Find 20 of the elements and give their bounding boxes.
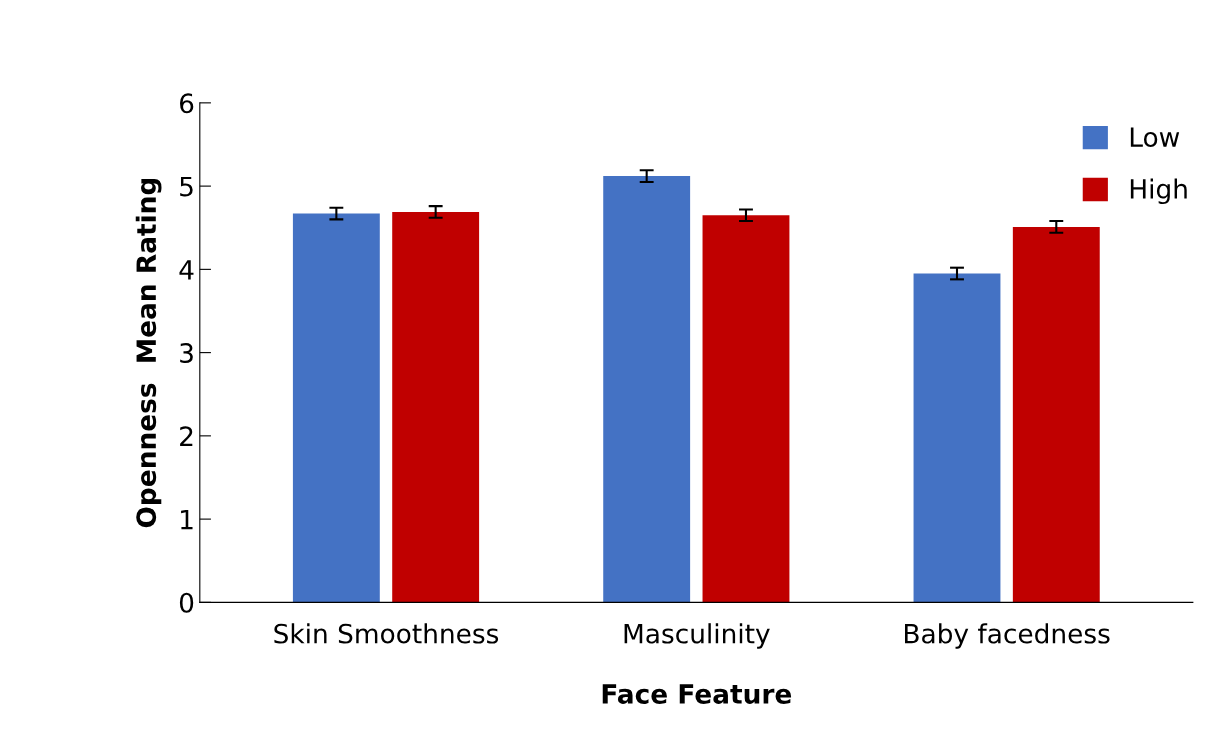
x-axis-title: Face Feature [602,684,792,704]
x-tick-label: Masculinity [624,623,770,649]
bar [392,211,480,603]
bar [913,273,1001,603]
x-tick-label: Baby facedness [905,623,1110,649]
x-tick-label: Skin Smoothness [274,623,499,644]
y-tick-label: 2 [180,426,193,446]
bar [702,215,790,603]
y-tick-label: 6 [180,93,194,114]
bar [292,213,380,603]
y-tick-label: 1 [181,509,193,530]
y-tick-label: 4 [179,260,194,280]
y-tick-label: 5 [180,176,193,197]
legend-label: Low [1130,127,1180,148]
legend-label: High [1130,178,1187,205]
bar [603,176,691,603]
bar [1012,226,1100,603]
y-tick-label: 0 [179,592,194,613]
y-axis-title: Openness Mean Rating [135,178,162,528]
y-tick-label: 3 [180,343,193,364]
